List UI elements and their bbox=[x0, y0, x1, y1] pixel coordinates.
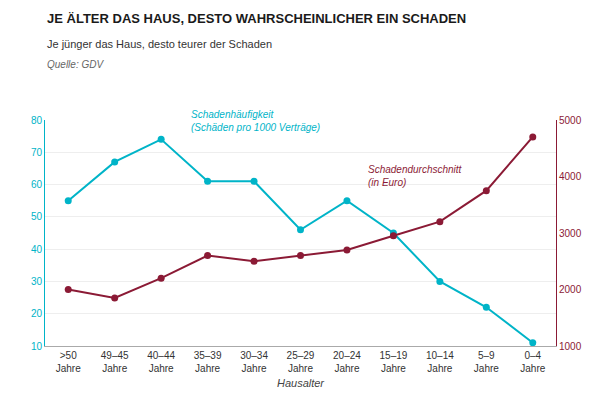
svg-text:Quelle: GDV: Quelle: GDV bbox=[47, 59, 104, 70]
svg-text:4000: 4000 bbox=[559, 171, 582, 182]
svg-text:25–29Jahre: 25–29Jahre bbox=[287, 350, 315, 374]
svg-text:20–24Jahre: 20–24Jahre bbox=[333, 350, 361, 374]
svg-text:>50Jahre: >50Jahre bbox=[56, 350, 81, 374]
svg-text:JE ÄLTER DAS HAUS, DESTO WAHRS: JE ÄLTER DAS HAUS, DESTO WAHRSCHEINLICHE… bbox=[47, 11, 466, 26]
svg-text:20: 20 bbox=[31, 308, 43, 319]
svg-text:5–9Jahre: 5–9Jahre bbox=[474, 350, 499, 374]
svg-text:Schadenhäufigkeit(Schäden pro: Schadenhäufigkeit(Schäden pro 1000 Vertr… bbox=[191, 109, 320, 133]
svg-text:0–4Jahre: 0–4Jahre bbox=[520, 350, 545, 374]
svg-text:15–19Jahre: 15–19Jahre bbox=[380, 350, 408, 374]
svg-text:5000: 5000 bbox=[559, 115, 582, 126]
svg-text:30–34Jahre: 30–34Jahre bbox=[240, 350, 268, 374]
svg-text:40: 40 bbox=[31, 244, 43, 255]
svg-text:35–39Jahre: 35–39Jahre bbox=[194, 350, 222, 374]
svg-text:3000: 3000 bbox=[559, 228, 582, 239]
svg-text:10–14Jahre: 10–14Jahre bbox=[426, 350, 454, 374]
svg-text:10: 10 bbox=[31, 341, 43, 352]
svg-text:60: 60 bbox=[31, 179, 43, 190]
svg-text:50: 50 bbox=[31, 211, 43, 222]
svg-text:1000: 1000 bbox=[559, 341, 582, 352]
svg-text:Hausalter: Hausalter bbox=[277, 377, 325, 389]
svg-text:80: 80 bbox=[31, 115, 43, 126]
svg-text:30: 30 bbox=[31, 276, 43, 287]
svg-text:70: 70 bbox=[31, 147, 43, 158]
svg-text:40–44Jahre: 40–44Jahre bbox=[147, 350, 175, 374]
svg-text:Je jünger das Haus, desto teur: Je jünger das Haus, desto teurer der Sch… bbox=[47, 38, 272, 50]
svg-text:49–45Jahre: 49–45Jahre bbox=[101, 350, 129, 374]
svg-text:Schadendurchschnitt(in Euro): Schadendurchschnitt(in Euro) bbox=[368, 164, 463, 188]
svg-text:2000: 2000 bbox=[559, 284, 582, 295]
